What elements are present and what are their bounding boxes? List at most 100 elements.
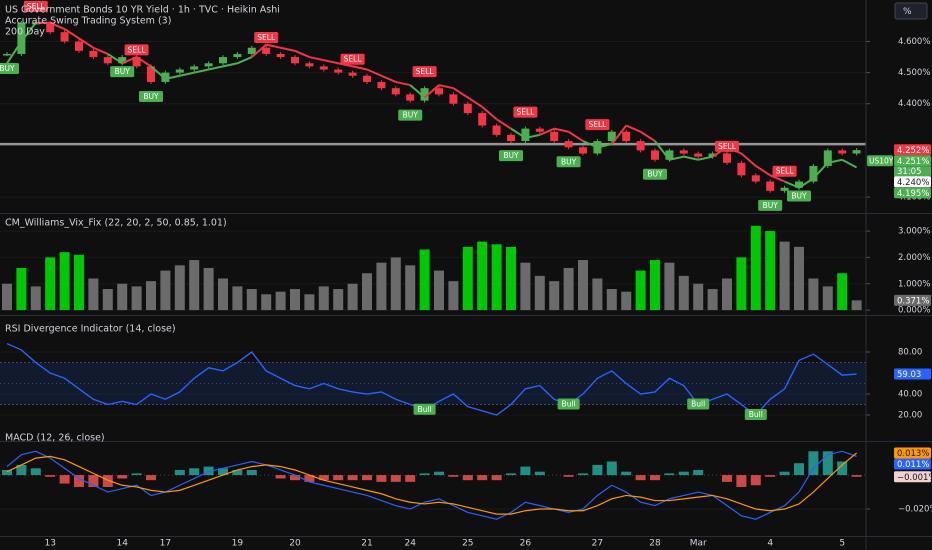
- bar: [506, 246, 516, 311]
- price-tag: 4.251%: [897, 157, 929, 167]
- swing-line: [481, 106, 498, 121]
- bar: [30, 286, 41, 311]
- histogram-bar: [174, 469, 185, 476]
- bar: [390, 257, 401, 311]
- candle: [348, 72, 357, 76]
- candle: [521, 128, 530, 142]
- histogram-bar: [88, 475, 99, 487]
- swing-line: [683, 155, 699, 161]
- histogram-bar: [578, 473, 588, 476]
- signal-label: BUY: [763, 201, 779, 210]
- price-tag: 4.195%: [897, 189, 929, 199]
- bar: [606, 289, 617, 311]
- histogram-bar: [606, 461, 617, 476]
- bar: [462, 246, 473, 311]
- bar: [664, 262, 675, 311]
- histogram-bar: [722, 475, 732, 482]
- bar: [218, 278, 228, 311]
- signal-label: SELL: [718, 142, 737, 151]
- swing-line: [49, 21, 65, 30]
- swing-line: [381, 74, 397, 83]
- histogram-bar: [621, 471, 632, 476]
- bar: [520, 262, 531, 311]
- y-tick-label: 1.000%: [898, 279, 930, 289]
- histogram-bar: [376, 475, 387, 482]
- swing-line: [6, 40, 23, 64]
- signal-label-bg: [556, 156, 581, 168]
- indicator-name: RSI Divergence Indicator (14, close): [5, 324, 176, 335]
- swing-line: [697, 155, 713, 161]
- bar: [707, 289, 718, 311]
- bar: [419, 249, 430, 311]
- signal-label: BUY: [647, 170, 663, 179]
- signal-label-bg: [110, 66, 135, 78]
- candle: [391, 88, 400, 95]
- swing-line: [136, 56, 152, 68]
- signal-label: BUY: [0, 64, 15, 73]
- histogram-bar: [635, 475, 646, 481]
- bar: [318, 286, 329, 311]
- chart-title: US Government Bonds 10 YR Yield · 1h · T…: [5, 5, 280, 16]
- candle: [463, 103, 472, 114]
- candle: [435, 88, 443, 95]
- candle: [118, 57, 127, 64]
- swing-line: [309, 56, 325, 62]
- bar: [750, 225, 761, 311]
- x-tick-label: 24: [404, 539, 416, 549]
- countdown-bg: [894, 166, 931, 177]
- bar: [290, 289, 300, 311]
- swing-line: [553, 127, 569, 133]
- swing-line: [611, 124, 627, 145]
- price-tag: 4.240%: [897, 178, 929, 188]
- swing-line: [78, 37, 94, 49]
- histogram-bar: [736, 475, 747, 487]
- symbol-tag-bg: [867, 155, 893, 167]
- indicator-name: MACD (12, 26, close): [5, 433, 105, 444]
- signal-label-bg: [585, 119, 610, 131]
- signal-label: SELL: [416, 67, 435, 76]
- x-tick-label: 20: [289, 539, 301, 549]
- signal-label: BUY: [115, 67, 131, 76]
- histogram-bar: [779, 471, 790, 476]
- signal-label: BUY: [791, 192, 807, 201]
- candle: [507, 134, 515, 142]
- candle: [377, 81, 386, 89]
- swing-line: [165, 74, 181, 80]
- candle: [103, 57, 112, 64]
- swing-line: [669, 155, 685, 161]
- histogram-bar: [246, 469, 257, 476]
- candle: [3, 53, 11, 56]
- signal-label-bg: [412, 66, 437, 78]
- swing-line: [352, 65, 368, 71]
- bar: [722, 278, 732, 311]
- bar: [160, 270, 171, 311]
- bar: [189, 260, 200, 311]
- signal-label-bg: [758, 199, 783, 211]
- x-tick-label: 25: [462, 539, 473, 549]
- swing-line: [423, 84, 440, 99]
- price-tag-bg: [894, 176, 931, 188]
- histogram-bar: [347, 475, 358, 481]
- candle: [607, 131, 616, 142]
- swing-line: [467, 96, 483, 108]
- signal-label-bg: [499, 150, 523, 162]
- unit-button[interactable]: [894, 2, 928, 20]
- histogram-bar: [678, 471, 689, 476]
- bar: [333, 289, 344, 311]
- x-tick-label: 21: [361, 539, 372, 549]
- histogram-bar: [290, 475, 300, 481]
- bar: [822, 286, 833, 311]
- candle: [694, 153, 703, 157]
- histogram-bar: [419, 473, 430, 476]
- swing-line: [841, 158, 858, 169]
- value-tag-bg: [894, 458, 931, 470]
- y-tick-label: 3.000%: [898, 227, 930, 237]
- candle: [636, 141, 645, 151]
- histogram-bar: [534, 471, 545, 476]
- candle: [780, 187, 789, 191]
- histogram-bar: [30, 468, 41, 476]
- axis-unit[interactable]: %: [903, 7, 912, 17]
- swing-line: [251, 43, 267, 58]
- candle: [46, 22, 55, 33]
